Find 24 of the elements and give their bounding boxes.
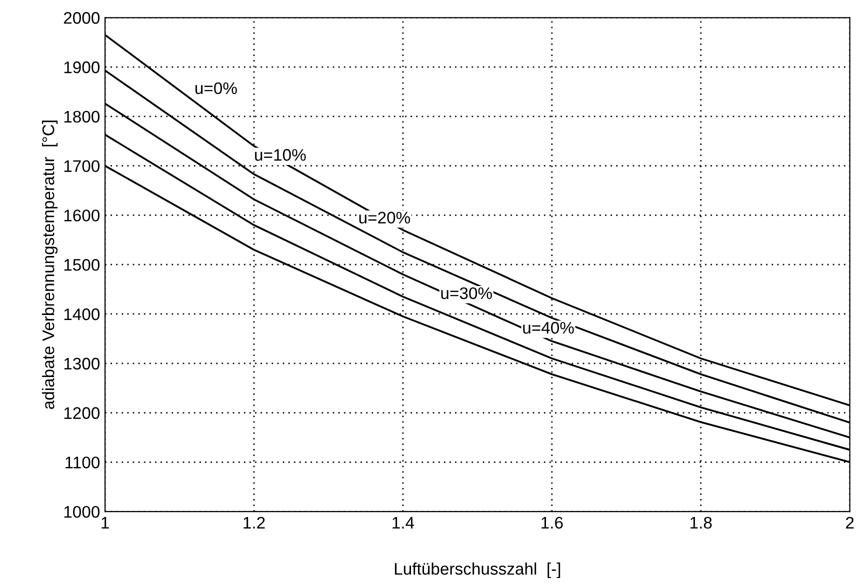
y-tick-label: 1500 bbox=[64, 259, 100, 271]
x-tick-label: 1.2 bbox=[244, 516, 265, 528]
y-tick-label: 1800 bbox=[64, 110, 100, 123]
y-tick-label: 1100 bbox=[66, 456, 100, 468]
annotation: u=0% bbox=[195, 82, 237, 94]
y-tick-label: 1200 bbox=[64, 407, 100, 419]
y-tick-label: 2000 bbox=[64, 12, 100, 24]
annotation: u=10% bbox=[255, 149, 306, 161]
annotation: u=20% bbox=[359, 212, 410, 224]
x-axis-title: Luftüberschusszahl [-] bbox=[394, 562, 560, 578]
x-tick-label: 1.6 bbox=[542, 516, 563, 529]
annotation: u=30% bbox=[441, 287, 492, 300]
y-tick-label: 1300 bbox=[64, 358, 100, 370]
x-tick-label: 2 bbox=[846, 516, 854, 528]
x-tick-label: 1 bbox=[102, 517, 109, 528]
y-tick-label: 1700 bbox=[64, 160, 100, 172]
y-tick-label: 1600 bbox=[64, 210, 100, 222]
y-tick-label: 1900 bbox=[64, 61, 100, 74]
x-tick-label: 1.4 bbox=[392, 517, 414, 528]
y-tick-label: 1400 bbox=[64, 308, 100, 320]
x-tick-label: 1.8 bbox=[690, 516, 712, 529]
y-axis-title: adiabate Verbrennungstemperatur [°C] bbox=[42, 120, 58, 409]
y-tick-label: 1000 bbox=[64, 506, 100, 518]
annotation: u=40% bbox=[523, 322, 574, 334]
